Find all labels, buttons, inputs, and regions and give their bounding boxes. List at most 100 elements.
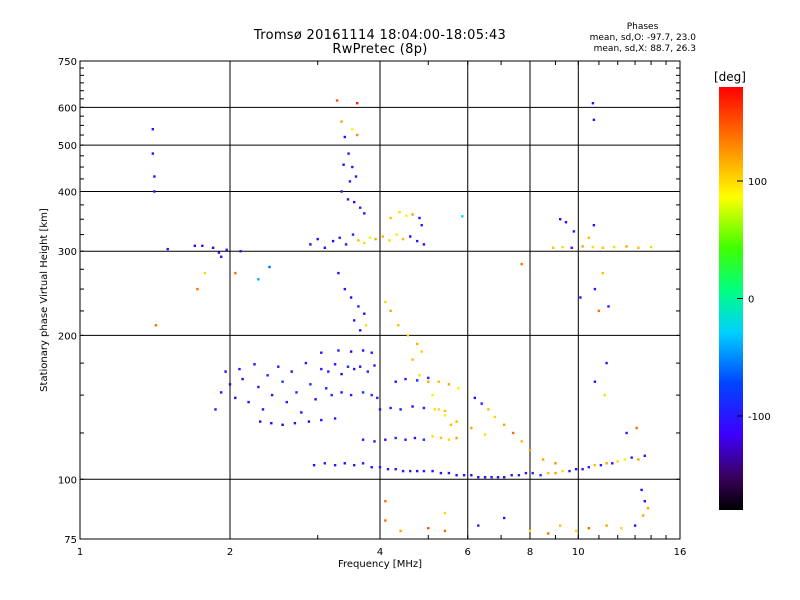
data-point [304,361,308,365]
data-point [599,464,603,467]
data-point [347,152,350,155]
data-point [349,393,353,397]
data-point [612,245,616,249]
data-point [447,471,451,475]
data-point [455,420,458,423]
data-point [330,393,333,397]
data-point [234,271,237,275]
y-tick-label: 600 [58,103,77,114]
colorbar-tick-label: 100 [748,177,767,188]
data-point [340,120,343,123]
data-point [554,471,557,475]
data-point [238,367,241,371]
data-point [349,350,353,353]
x-tick-label: 4 [377,547,383,558]
data-point [564,221,568,224]
data-point [253,363,256,366]
data-point [574,529,578,533]
data-point [637,458,640,461]
data-point [503,516,506,520]
data-point [646,507,650,510]
data-point [483,476,487,479]
data-point [307,420,311,423]
data-point [510,474,513,477]
data-point [547,532,550,535]
data-point [151,128,154,131]
data-point [462,474,466,477]
colorbar-title: [deg] [714,70,746,84]
data-point [409,235,412,238]
data-point [437,380,440,383]
data-point [325,387,328,390]
data-point [323,246,326,249]
data-point [234,396,237,400]
data-point [314,398,317,401]
data-point [520,440,523,443]
data-point [351,233,355,236]
data-point [539,474,542,477]
data-point [349,296,353,299]
data-point [354,175,358,178]
data-point [151,152,154,155]
data-point [520,262,523,266]
x-tick-label: 16 [674,547,687,558]
data-point [422,438,426,441]
data-point [418,216,421,220]
y-tick-label: 200 [58,331,77,342]
data-point [368,236,372,239]
data-point [217,251,221,254]
data-point [346,365,350,368]
data-point [455,474,458,477]
data-point [433,408,436,411]
data-point [601,246,604,249]
data-point [337,271,340,275]
data-point [605,361,608,365]
data-point [224,370,227,373]
data-point [493,415,496,419]
data-point [361,349,365,352]
data-point [457,387,460,390]
data-point [309,383,312,386]
data-point [257,278,260,281]
data-point [384,300,387,304]
data-point [333,417,337,420]
data-point [386,468,390,471]
data-point [416,239,419,243]
phase-x-stat: mean, sd,X: 88.7, 26.3 [593,44,696,54]
data-point [528,529,532,533]
data-point [470,474,473,477]
data-point [477,476,480,479]
data-point [541,458,545,461]
data-point [356,102,359,105]
data-point [335,99,339,102]
data-point [437,408,440,411]
data-point [196,287,199,291]
data-point [373,364,376,367]
data-point [320,351,323,354]
data-point [338,236,341,239]
data-point [592,224,596,227]
data-point [343,135,346,139]
data-point [153,175,156,178]
data-point [554,462,557,465]
data-point [399,408,402,411]
data-point [496,476,500,479]
data-point [348,180,352,183]
data-point [416,469,419,473]
data-point [649,245,653,249]
data-point [154,324,158,327]
data-point [353,319,356,322]
data-point [340,372,343,376]
data-point [343,287,346,291]
x-axis-ticks: 1 2 4 6 8 10 16 [77,61,687,558]
data-point [431,393,434,397]
data-point [353,367,356,371]
data-point [376,396,379,400]
data-point [281,380,284,383]
data-points [151,99,653,535]
data-point [389,309,392,313]
data-point [401,469,405,473]
grid [80,61,680,539]
data-point [406,334,410,337]
